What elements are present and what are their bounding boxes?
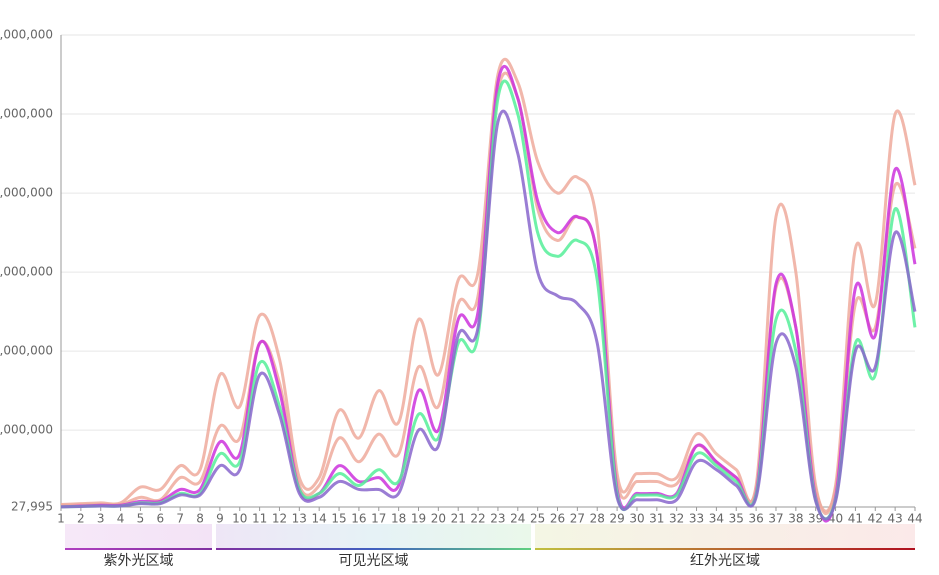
y-tick-label: 3,000,000 xyxy=(0,265,53,279)
x-tick-label: 21 xyxy=(451,512,466,526)
series-line xyxy=(60,64,917,523)
x-tick-label: 14 xyxy=(312,512,327,526)
x-tick-label: 41 xyxy=(848,512,863,526)
x-tick-label: 38 xyxy=(788,512,803,526)
x-tick-label: 7 xyxy=(176,512,184,526)
x-tick-label: 13 xyxy=(292,512,307,526)
x-tick-label: 35 xyxy=(729,512,744,526)
x-tick-label: 4 xyxy=(117,512,125,526)
x-tick-label: 15 xyxy=(331,512,346,526)
region-line xyxy=(535,548,915,550)
region-label: 紫外光区域 xyxy=(104,553,174,569)
region-band xyxy=(65,524,212,548)
x-tick-label: 22 xyxy=(470,512,485,526)
y-tick-label: 6,000,000 xyxy=(0,28,53,42)
x-tick-label: 1 xyxy=(57,512,65,526)
region-label: 红外光区域 xyxy=(690,553,760,569)
region-line xyxy=(216,548,531,550)
x-tick-label: 23 xyxy=(490,512,505,526)
region-line xyxy=(65,548,212,550)
x-tick-label: 12 xyxy=(272,512,287,526)
y-tick-label: 27,995 xyxy=(11,500,53,514)
x-tick-label: 6 xyxy=(156,512,164,526)
x-tick-label: 26 xyxy=(550,512,565,526)
x-tick-label: 10 xyxy=(232,512,247,526)
x-tick-label: 42 xyxy=(868,512,883,526)
y-tick-label: 2,000,000 xyxy=(0,344,53,358)
x-tick-label: 3 xyxy=(97,512,105,526)
region-band xyxy=(535,524,915,548)
x-tick-label: 9 xyxy=(216,512,224,526)
x-tick-label: 31 xyxy=(649,512,664,526)
x-tick-label: 8 xyxy=(196,512,204,526)
x-tick-label: 44 xyxy=(907,512,922,526)
x-tick-label: 36 xyxy=(748,512,763,526)
y-tick-label: 1,000,000 xyxy=(0,423,53,437)
x-tick-label: 24 xyxy=(510,512,525,526)
x-tick-label: 17 xyxy=(371,512,386,526)
y-tick-label: 4,000,000 xyxy=(0,186,53,200)
x-tick-label: 37 xyxy=(768,512,783,526)
x-tick-label: 27 xyxy=(570,512,585,526)
x-tick-label: 28 xyxy=(590,512,605,526)
x-tick-label: 32 xyxy=(669,512,684,526)
x-tick-label: 30 xyxy=(629,512,644,526)
x-tick-label: 20 xyxy=(431,512,446,526)
region-label: 可见光区域 xyxy=(339,553,409,569)
x-tick-label: 18 xyxy=(391,512,406,526)
x-tick-label: 29 xyxy=(609,512,624,526)
x-tick-label: 25 xyxy=(530,512,545,526)
x-tick-label: 11 xyxy=(252,512,267,526)
x-tick-label: 34 xyxy=(709,512,724,526)
series-line xyxy=(60,79,917,521)
region-band xyxy=(216,524,531,548)
x-tick-label: 19 xyxy=(411,512,426,526)
y-tick-label: 5,000,000 xyxy=(0,107,53,121)
x-tick-label: 2 xyxy=(77,512,85,526)
series-line xyxy=(60,57,917,516)
series-line xyxy=(60,71,917,513)
x-tick-label: 5 xyxy=(137,512,145,526)
x-tick-label: 16 xyxy=(351,512,366,526)
series-line xyxy=(60,109,917,521)
x-tick-label: 33 xyxy=(689,512,704,526)
x-tick-label: 43 xyxy=(887,512,902,526)
